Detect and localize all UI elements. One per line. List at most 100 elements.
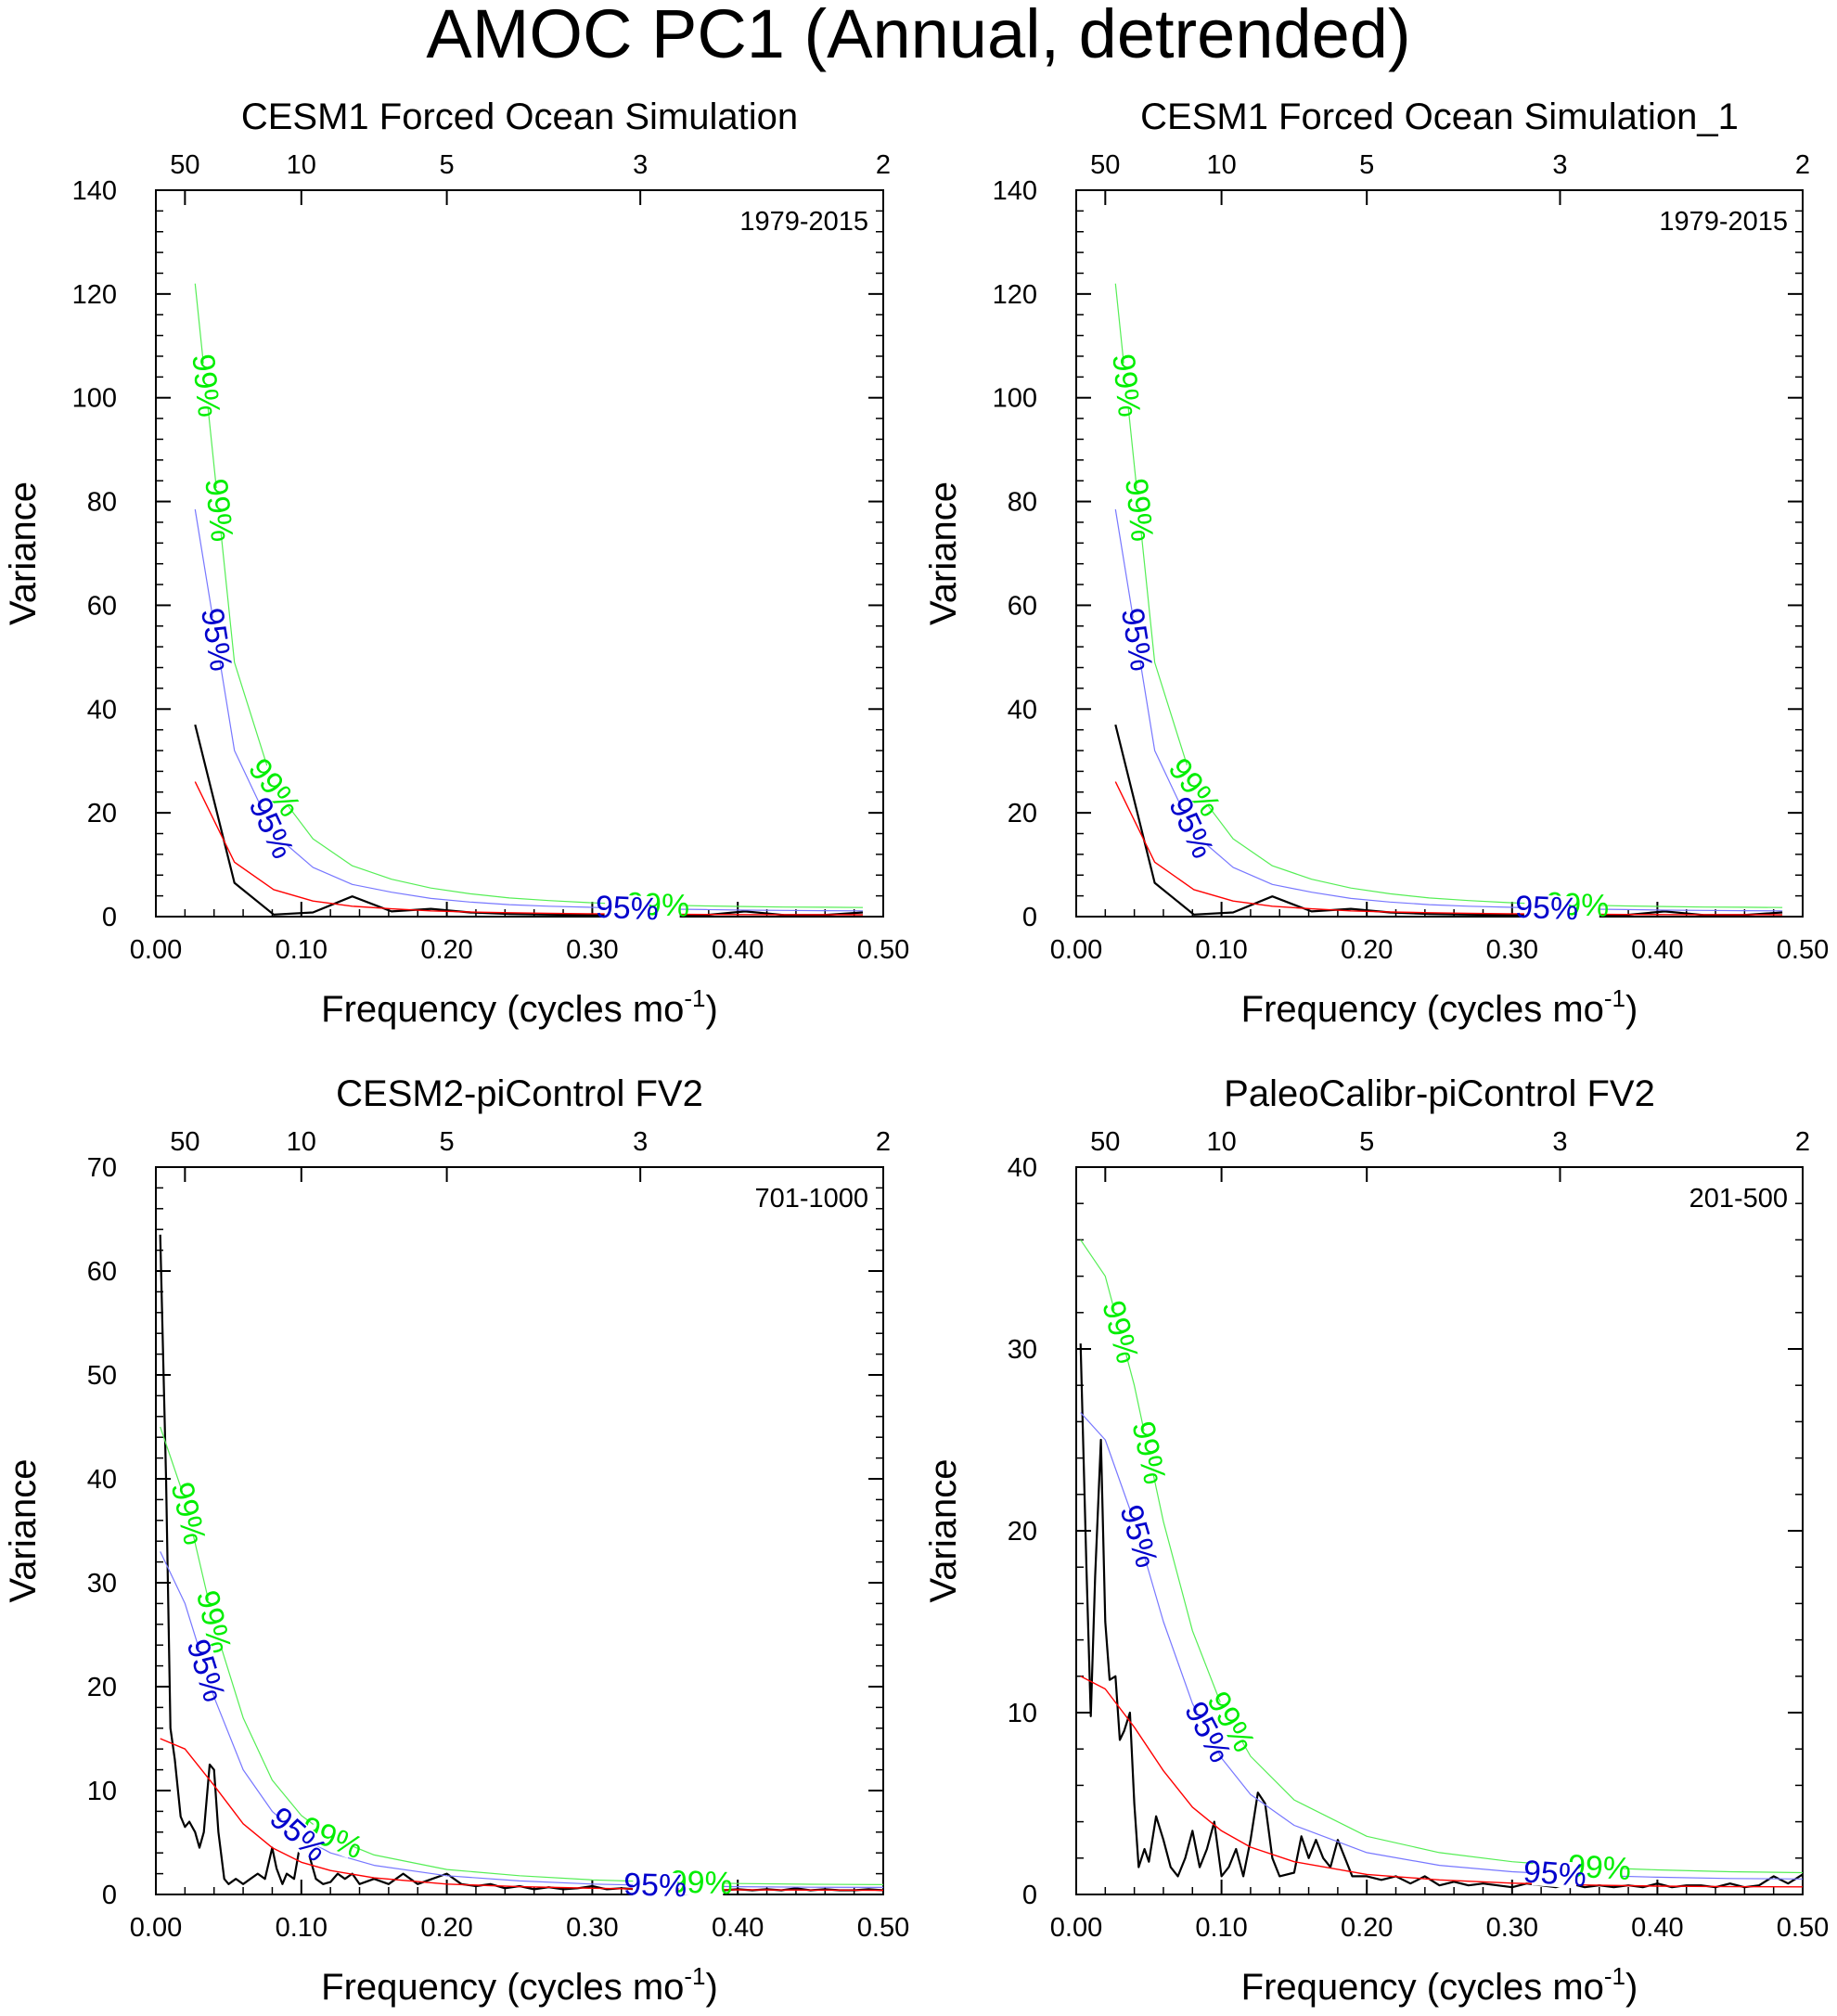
panel-2: CESM1 Forced Ocean Simulation_1 1979-2015… [923, 96, 1829, 1030]
y-tick-label: 40 [87, 1465, 117, 1495]
top-tick-label: 50 [170, 1127, 199, 1157]
top-tick-label: 5 [440, 1127, 455, 1157]
series-95pct [1114, 508, 1783, 912]
top-tick-label: 50 [1090, 1127, 1120, 1157]
y-tick-label: 10 [87, 1777, 117, 1806]
confidence-label-95pct: 95% [1514, 890, 1579, 928]
panel-3: CESM2-piControl FV2 701-1000 0.00 0.10 0.20 0… [3, 1073, 909, 2008]
top-tick-label: 5 [440, 150, 455, 180]
x-tick-label: 0.10 [1195, 935, 1247, 965]
top-tick-label: 50 [170, 150, 199, 180]
series-99pct [194, 283, 864, 908]
x-tick-label: 0.50 [1777, 1913, 1829, 1943]
top-tick-label: 10 [1206, 150, 1236, 180]
series-spectrum [159, 1234, 884, 1892]
label-mask [199, 615, 233, 664]
y-tick-label: 80 [87, 488, 117, 518]
confidence-label-95pct: 95% [595, 890, 660, 928]
top-tick-label: 2 [1795, 1127, 1810, 1157]
x-tick-label: 0.40 [1631, 935, 1683, 965]
confidence-label-99pct: 99% [669, 1864, 733, 1901]
x-tick-label: 0.00 [130, 1913, 182, 1943]
x-tick-label: 0.20 [1341, 935, 1393, 965]
top-tick-label: 3 [1552, 150, 1567, 180]
y-tick-label: 30 [87, 1569, 117, 1599]
x-tick-label: 0.00 [130, 935, 182, 965]
y-tick-label: 0 [1022, 903, 1037, 932]
x-tick-label: 0.40 [712, 1913, 764, 1943]
label-mask [604, 894, 650, 923]
top-tick-label: 10 [1206, 1127, 1236, 1157]
x-axis-label: Frequency (cycles mo-1) [1241, 984, 1638, 1030]
confidence-label-99pct: 99% [1118, 477, 1160, 544]
panel-title: CESM1 Forced Ocean Simulation [241, 96, 798, 137]
plot-frame [155, 189, 884, 918]
y-tick-label: 140 [993, 176, 1037, 206]
x-axis-label: Frequency (cycles mo-1) [321, 984, 718, 1030]
label-mask [250, 762, 299, 814]
series-99pct [1080, 1239, 1804, 1874]
y-axis-label: Variance [923, 482, 964, 625]
y-tick-label: 40 [1008, 1153, 1037, 1183]
top-tick-label: 5 [1359, 1127, 1374, 1157]
period-label: 201-500 [1689, 1184, 1788, 1213]
x-tick-label: 0.40 [1631, 1913, 1683, 1943]
label-mask [203, 486, 235, 534]
label-mask [1523, 894, 1570, 922]
x-tick-label: 0.40 [712, 935, 764, 965]
label-mask [1186, 1706, 1230, 1758]
label-mask [273, 1809, 324, 1859]
top-tick-label: 10 [287, 1127, 316, 1157]
y-tick-label: 120 [993, 280, 1037, 310]
panel-1: CESM1 Forced Ocean Simulation 1979-2015 0.… [3, 96, 909, 1030]
y-tick-label: 60 [87, 591, 117, 621]
confidence-label-99pct: 99% [1095, 1297, 1145, 1368]
confidence-label-95pct: 95% [194, 606, 238, 674]
top-tick-label: 50 [1090, 150, 1120, 180]
top-tick-label: 3 [633, 1127, 648, 1157]
label-mask [196, 1597, 232, 1647]
y-axis-label: Variance [923, 1459, 964, 1603]
x-tick-label: 0.30 [1486, 1913, 1538, 1943]
y-tick-label: 0 [1022, 1881, 1037, 1910]
plot-frame [155, 1166, 884, 1895]
x-tick-label: 0.10 [276, 1913, 328, 1943]
x-tick-label: 0.30 [1486, 935, 1538, 965]
label-mask [1131, 1428, 1166, 1478]
y-tick-label: 40 [87, 695, 117, 725]
x-tick-label: 0.10 [276, 935, 328, 965]
label-mask [678, 1868, 725, 1897]
label-mask [1169, 802, 1213, 854]
y-axis-label: Variance [3, 1459, 44, 1603]
series-95pct [1080, 1412, 1804, 1880]
y-tick-label: 40 [1008, 695, 1037, 725]
label-mask [1111, 362, 1142, 409]
top-tick-label: 10 [287, 150, 316, 180]
confidence-label-99pct: 99% [1105, 353, 1147, 419]
confidence-label-99pct: 99% [198, 477, 239, 544]
y-tick-label: 20 [1008, 799, 1037, 828]
series-red-noise [1114, 781, 1783, 916]
period-label: 701-1000 [754, 1184, 868, 1213]
x-axis-label: Frequency (cycles mo-1) [321, 1962, 718, 2008]
y-tick-label: 0 [102, 903, 117, 932]
label-mask [1101, 1306, 1139, 1357]
panel-title: CESM1 Forced Ocean Simulation_1 [1140, 96, 1739, 137]
label-mask [250, 802, 293, 854]
panel-title: PaleoCalibr-piControl FV2 [1224, 1073, 1655, 1114]
label-mask [170, 1488, 206, 1538]
period-label: 1979-2015 [1659, 207, 1788, 237]
label-mask [306, 1817, 358, 1858]
plot-frame [1075, 189, 1804, 918]
label-mask [632, 1871, 678, 1900]
label-mask [1170, 762, 1218, 814]
label-mask [1120, 1510, 1158, 1561]
series-95pct [194, 508, 864, 912]
label-mask [1124, 486, 1154, 533]
y-tick-label: 140 [72, 176, 117, 206]
label-mask [1576, 1853, 1623, 1882]
series-99pct [1114, 283, 1783, 908]
confidence-label-95pct: 95% [623, 1867, 687, 1904]
series-red-noise [194, 781, 864, 916]
